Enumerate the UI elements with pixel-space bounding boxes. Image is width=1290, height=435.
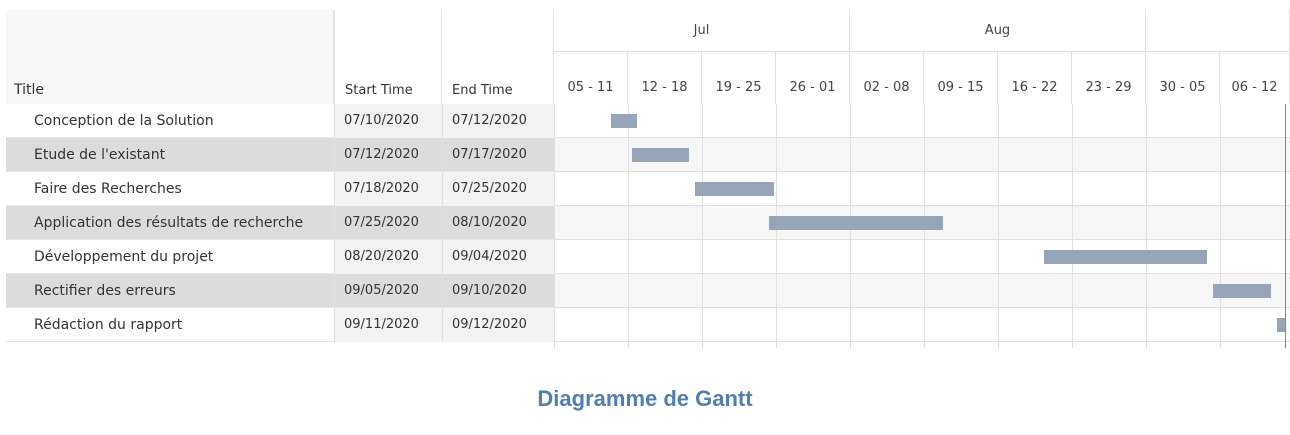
- week-label: 26 - 01: [776, 52, 850, 104]
- date-cells-background: [334, 104, 554, 138]
- month-label: Aug: [850, 10, 1146, 52]
- timeline-row: [554, 308, 1290, 342]
- column-separator: [442, 206, 443, 240]
- task-end-cell: 09/12/2020: [452, 317, 527, 332]
- task-bar[interactable]: [1213, 284, 1271, 298]
- task-table: Title Start Time End Time Conception de …: [6, 10, 554, 348]
- month-header: Jul Aug: [554, 10, 1290, 52]
- table-row[interactable]: Rectifier des erreurs 09/05/2020 09/10/202…: [6, 274, 554, 308]
- column-separator: [334, 206, 335, 240]
- column-separator: [334, 138, 335, 172]
- column-separator: [334, 104, 335, 138]
- table-row[interactable]: Rédaction du rapport 09/11/2020 09/12/2020: [6, 308, 554, 342]
- task-title-cell: Application des résultats de recherche: [34, 215, 304, 231]
- table-row[interactable]: Faire des Recherches 07/18/2020 07/25/2020: [6, 172, 554, 206]
- column-separator: [442, 172, 443, 206]
- timeline-row: [554, 240, 1290, 274]
- date-cells-background: [334, 308, 554, 342]
- task-title-cell: Développement du projet: [34, 249, 214, 265]
- column-separator: [442, 274, 443, 308]
- week-gridline: [998, 104, 999, 348]
- week-gridline: [1072, 104, 1073, 348]
- task-bar[interactable]: [632, 148, 690, 162]
- column-separator: [442, 240, 443, 274]
- week-label: 12 - 18: [628, 52, 702, 104]
- date-cells-background: [334, 240, 554, 274]
- column-separator: [334, 308, 335, 342]
- task-bar[interactable]: [1044, 250, 1208, 264]
- task-bar[interactable]: [1276, 318, 1286, 332]
- week-gridline: [628, 104, 629, 348]
- week-label: 16 - 22: [998, 52, 1072, 104]
- task-start-cell: 07/18/2020: [344, 181, 419, 196]
- task-end-cell: 09/10/2020: [452, 283, 527, 298]
- timeline-row: [554, 274, 1290, 308]
- week-label: 30 - 05: [1146, 52, 1220, 104]
- week-gridline: [1220, 104, 1221, 348]
- gantt-chart: Title Start Time End Time Conception de …: [6, 10, 1290, 350]
- task-start-cell: 07/25/2020: [344, 215, 419, 230]
- week-label: 02 - 08: [850, 52, 924, 104]
- task-start-cell: 09/11/2020: [344, 317, 419, 332]
- column-separator: [334, 172, 335, 206]
- task-bar[interactable]: [695, 182, 774, 196]
- week-label: 23 - 29: [1072, 52, 1146, 104]
- timeline-row: [554, 104, 1290, 138]
- task-title-cell: Etude de l'existant: [34, 147, 166, 163]
- table-row[interactable]: Développement du projet 08/20/2020 09/04/2…: [6, 240, 554, 274]
- column-separator: [334, 274, 335, 308]
- task-end-cell: 09/04/2020: [452, 249, 527, 264]
- task-title-cell: Conception de la Solution: [34, 113, 214, 129]
- header-start-cell[interactable]: Start Time: [334, 10, 442, 104]
- task-end-cell: 07/12/2020: [452, 113, 527, 128]
- task-bar[interactable]: [769, 216, 944, 230]
- week-label: 05 - 11: [554, 52, 628, 104]
- table-row[interactable]: Application des résultats de recherche 07…: [6, 206, 554, 240]
- header-end-cell[interactable]: End Time: [442, 10, 554, 104]
- task-end-cell: 08/10/2020: [452, 215, 527, 230]
- month-label: Jul: [554, 10, 850, 52]
- week-gridline: [554, 104, 555, 348]
- week-gridline: [702, 104, 703, 348]
- task-end-cell: 07/17/2020: [452, 147, 527, 162]
- today-marker: [1285, 104, 1287, 348]
- table-row[interactable]: Conception de la Solution 07/10/2020 07/12…: [6, 104, 554, 138]
- task-bar[interactable]: [610, 114, 637, 128]
- task-title-cell: Faire des Recherches: [34, 181, 182, 197]
- header-title-cell[interactable]: Title: [6, 10, 334, 104]
- column-separator: [442, 308, 443, 342]
- task-start-cell: 07/12/2020: [344, 147, 419, 162]
- task-title-cell: Rectifier des erreurs: [34, 283, 176, 299]
- task-start-cell: 09/05/2020: [344, 283, 419, 298]
- column-separator: [442, 138, 443, 172]
- task-start-cell: 08/20/2020: [344, 249, 419, 264]
- task-start-cell: 07/10/2020: [344, 113, 419, 128]
- timeline-row: [554, 172, 1290, 206]
- task-title-cell: Rédaction du rapport: [34, 317, 183, 333]
- chart-title: Diagramme de Gantt: [537, 386, 753, 411]
- week-label: 19 - 25: [702, 52, 776, 104]
- week-label: 06 - 12: [1220, 52, 1290, 104]
- header-start-label: Start Time: [345, 83, 413, 98]
- header-title-label: Title: [14, 82, 45, 98]
- column-separator: [442, 104, 443, 138]
- date-cells-background: [334, 172, 554, 206]
- table-row[interactable]: Etude de l'existant 07/12/2020 07/17/2020: [6, 138, 554, 172]
- task-end-cell: 07/25/2020: [452, 181, 527, 196]
- header-end-label: End Time: [452, 83, 513, 98]
- week-label: 09 - 15: [924, 52, 998, 104]
- timeline-area: Jul Aug 05 - 11 12 - 18 19 - 25 26 - 01 02 - …: [554, 10, 1290, 348]
- month-label: [1146, 10, 1290, 52]
- week-gridline: [1146, 104, 1147, 348]
- column-separator: [334, 240, 335, 274]
